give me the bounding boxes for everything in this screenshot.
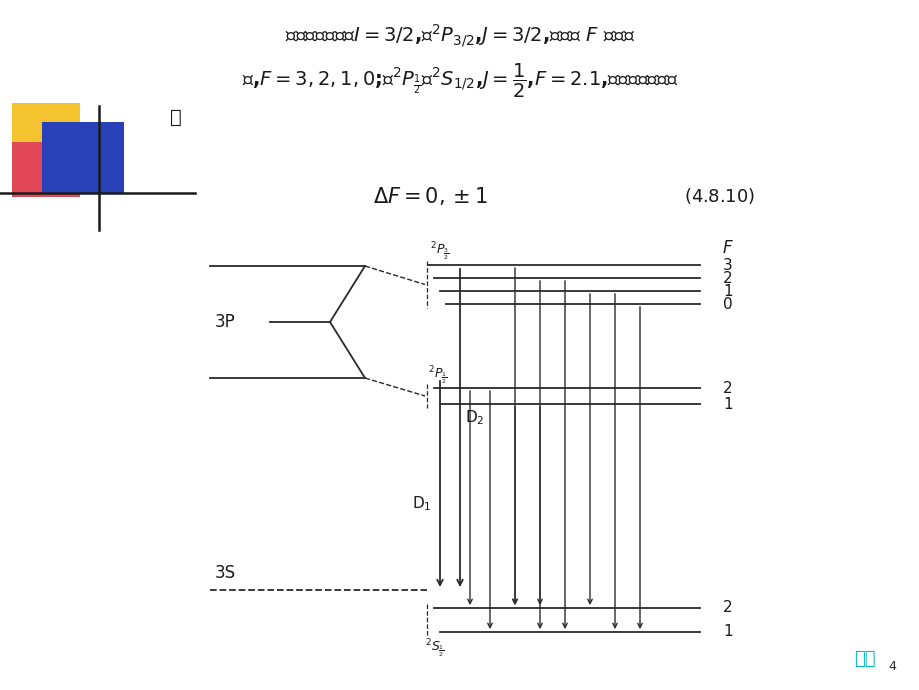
Text: 2: 2 [722, 380, 732, 395]
Text: 3P: 3P [215, 313, 235, 331]
Text: $^2P_{\frac{3}{2}}$: $^2P_{\frac{3}{2}}$ [430, 240, 449, 262]
Text: 值,$F = 3,2,1,0$;对$^2P_{\frac{1}{2}}$和$^2S_{1/2}$,$J = \dfrac{1}{2}$,$F = 2.1$,根据: 值,$F = 3,2,1,0$;对$^2P_{\frac{1}{2}}$和$^2… [242, 62, 677, 100]
Bar [42, 122, 124, 194]
Text: 回顾: 回顾 [854, 650, 875, 668]
Text: D$_2$: D$_2$ [465, 408, 484, 427]
Text: $(4.8.10)$: $(4.8.10)$ [684, 186, 754, 206]
Text: 钠原子的核自旋$I = 3/2$,对$^2P_{3/2}$,$J = 3/2$,量子数 $F$ 有四个: 钠原子的核自旋$I = 3/2$,对$^2P_{3/2}$,$J = 3/2$,… [285, 22, 634, 49]
Text: $^2P_{\frac{1}{2}}$: $^2P_{\frac{1}{2}}$ [428, 364, 448, 386]
Text: 1: 1 [722, 397, 732, 411]
Text: 0: 0 [722, 297, 732, 311]
Bar [12, 142, 80, 197]
Text: 2: 2 [722, 270, 732, 286]
Text: 3S: 3S [215, 564, 236, 582]
Text: 2: 2 [722, 600, 732, 615]
Text: $F$: $F$ [721, 239, 733, 257]
Text: 1: 1 [722, 624, 732, 640]
Text: $\Delta F = 0, \pm 1$: $\Delta F = 0, \pm 1$ [372, 185, 487, 207]
Text: D$_1$: D$_1$ [412, 495, 431, 513]
Text: 3: 3 [722, 257, 732, 273]
Text: 则: 则 [170, 108, 182, 127]
Bar [12, 103, 80, 158]
Text: $^2S_{\frac{1}{2}}$: $^2S_{\frac{1}{2}}$ [425, 637, 445, 659]
Text: 4: 4 [887, 660, 895, 673]
Text: 1: 1 [722, 284, 732, 299]
